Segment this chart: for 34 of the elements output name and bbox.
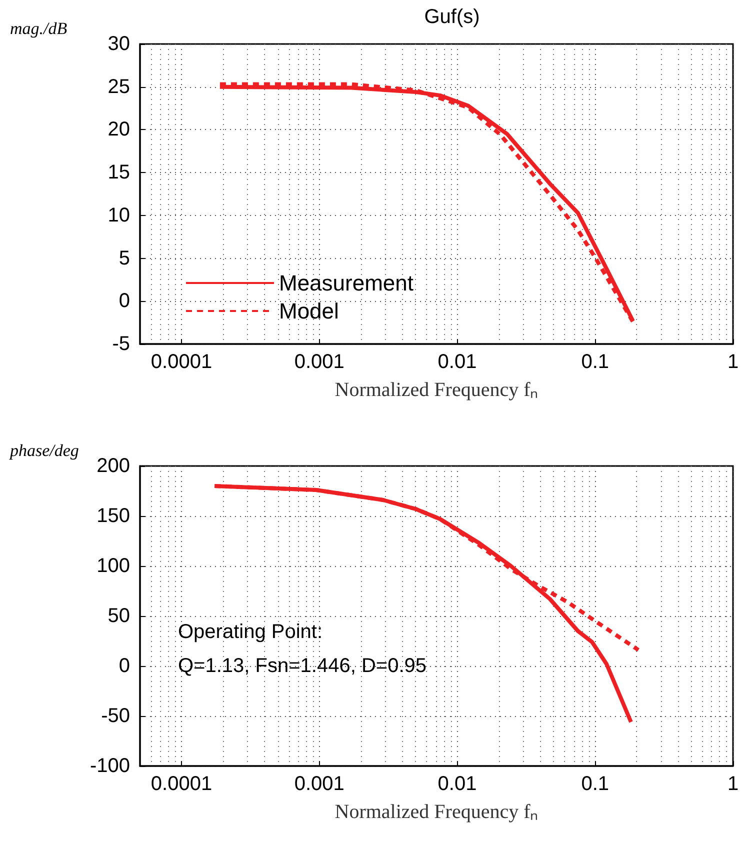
y-tick-label: 5 xyxy=(118,247,130,270)
x-tick-label: 0.01 xyxy=(438,773,477,795)
x-tick-label: 0.0001 xyxy=(150,351,212,373)
legend-label: Model xyxy=(279,298,339,324)
x-tick-label: 1 xyxy=(727,773,739,795)
x-tick-label: 1 xyxy=(727,351,739,373)
y-tick-label: 50 xyxy=(108,605,130,627)
y-tick-label: 20 xyxy=(108,118,130,141)
annotation: Operating Point: xyxy=(178,621,323,643)
y-tick-label: 0 xyxy=(118,290,130,312)
y-axis-title: mag./dB xyxy=(10,19,68,38)
y-tick-label: -100 xyxy=(90,755,130,777)
x-axis-title: Normalized Frequency fₙ xyxy=(334,800,540,824)
x-tick-label: 0.001 xyxy=(294,351,344,373)
y-tick-label: 200 xyxy=(96,455,130,477)
x-axis-title: Normalized Frequency fₙ xyxy=(334,378,540,402)
y-tick-label: 30 xyxy=(108,33,130,55)
annotation: Q=1.13, Fsn=1.446, D=0.95 xyxy=(178,655,427,677)
x-tick-label: 0.0001 xyxy=(150,773,212,795)
y-tick-label: 25 xyxy=(108,76,130,98)
x-tick-label: 0.1 xyxy=(581,773,610,795)
y-tick-label: 10 xyxy=(108,204,130,226)
x-tick-label: 0.01 xyxy=(438,351,477,373)
y-tick-label: -50 xyxy=(101,705,130,727)
y-tick-label: 150 xyxy=(96,505,130,527)
y-tick-label: -5 xyxy=(112,333,130,355)
y-tick-label: 15 xyxy=(108,162,130,184)
chart-title: Guf(s) xyxy=(424,6,480,28)
x-tick-label: 0.1 xyxy=(581,351,610,373)
y-tick-label: 0 xyxy=(118,655,130,677)
y-axis-title: phase/deg xyxy=(9,441,79,460)
y-tick-label: 100 xyxy=(96,555,130,577)
legend-label: Measurement xyxy=(279,270,414,296)
x-tick-label: 0.001 xyxy=(294,773,344,795)
